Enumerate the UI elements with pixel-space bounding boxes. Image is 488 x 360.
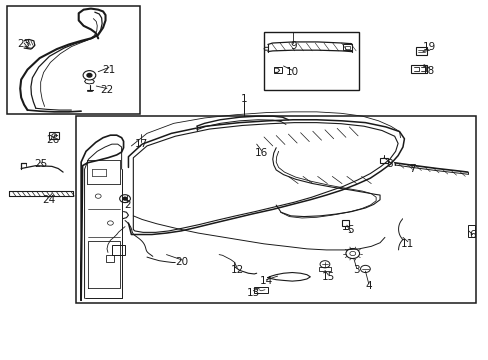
Text: 4: 4	[365, 281, 371, 291]
Text: 9: 9	[289, 41, 296, 50]
Text: 5: 5	[347, 225, 353, 235]
Bar	[105, 255, 114, 262]
Text: 14: 14	[259, 276, 272, 287]
Circle shape	[87, 73, 92, 77]
Bar	[264, 32, 358, 90]
Bar	[49, 132, 59, 139]
Bar	[112, 245, 125, 255]
Bar	[341, 220, 348, 226]
Bar	[254, 287, 267, 293]
Text: 22: 22	[100, 85, 113, 95]
Text: 18: 18	[421, 66, 434, 76]
Bar	[342, 44, 351, 50]
Text: 24: 24	[42, 195, 55, 205]
Text: 11: 11	[401, 239, 414, 249]
Bar	[379, 158, 387, 163]
Bar	[467, 225, 474, 237]
Text: 25: 25	[34, 159, 47, 169]
Text: 16: 16	[254, 148, 267, 158]
Bar	[273, 67, 281, 73]
Text: 1: 1	[241, 94, 247, 104]
Circle shape	[123, 197, 127, 200]
Text: 21: 21	[102, 64, 115, 75]
Text: 19: 19	[422, 42, 435, 52]
Bar	[6, 6, 140, 114]
Text: 7: 7	[408, 164, 415, 174]
Text: 13: 13	[246, 288, 259, 298]
Bar	[76, 116, 475, 303]
Text: 8: 8	[386, 159, 392, 169]
Text: 12: 12	[230, 265, 244, 275]
Bar	[415, 46, 426, 55]
Text: 2: 2	[124, 200, 130, 210]
Bar	[344, 45, 349, 49]
Bar	[319, 267, 330, 271]
Text: 17: 17	[134, 139, 147, 149]
Text: 20: 20	[175, 257, 188, 267]
Text: 26: 26	[47, 135, 60, 145]
Text: 23: 23	[18, 40, 31, 49]
Text: 6: 6	[468, 230, 475, 239]
Text: 10: 10	[285, 67, 298, 77]
Text: 15: 15	[321, 272, 334, 282]
Bar	[410, 64, 427, 73]
Text: 3: 3	[353, 265, 359, 275]
